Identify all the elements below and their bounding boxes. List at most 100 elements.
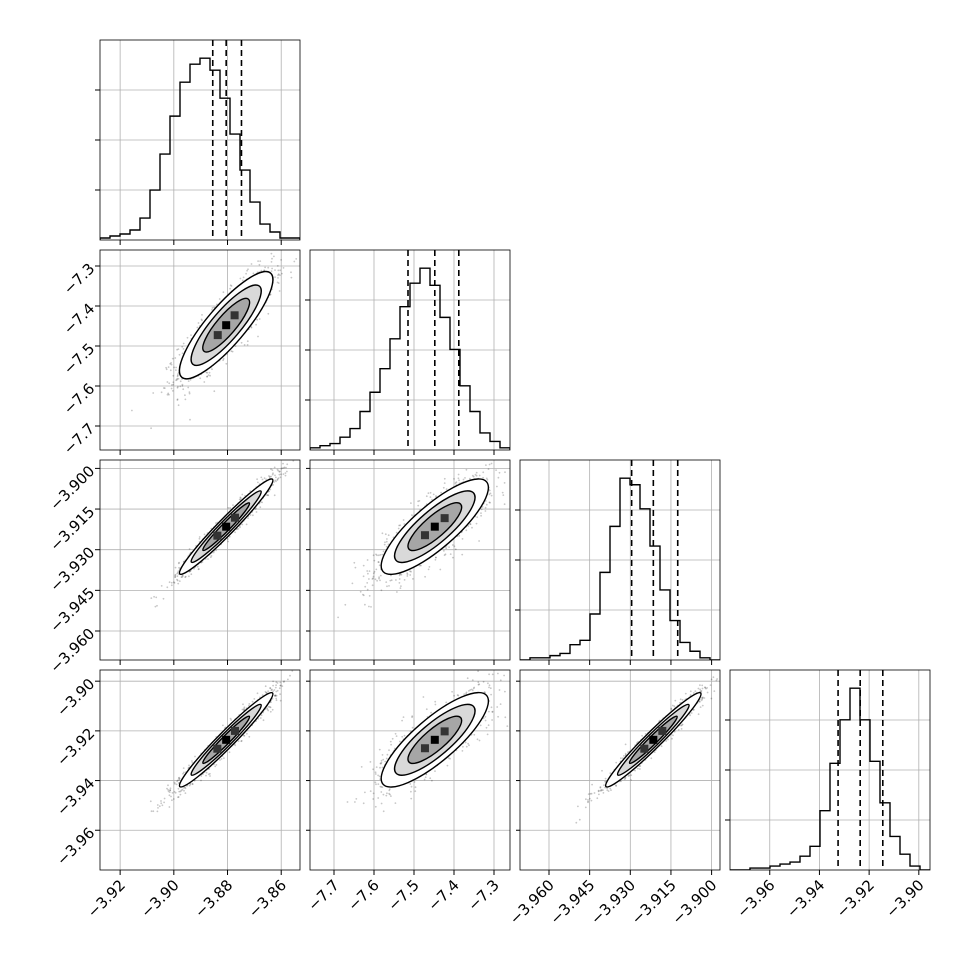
scatter-point bbox=[368, 605, 370, 608]
scatter-point bbox=[207, 558, 209, 560]
scatter-point bbox=[295, 258, 298, 260]
scatter-point bbox=[476, 516, 479, 518]
panel-1-0: −7.3−7.4−7.5−7.6−7.7 bbox=[60, 249, 301, 458]
scatter-point bbox=[452, 556, 454, 559]
scatter-point bbox=[283, 466, 286, 469]
scatter-point bbox=[272, 484, 274, 486]
scatter-point bbox=[483, 451, 485, 453]
scatter-point bbox=[467, 525, 470, 527]
scatter-point bbox=[424, 575, 426, 578]
scatter-point bbox=[284, 474, 287, 477]
scatter-point bbox=[485, 503, 488, 506]
scatter-point bbox=[351, 582, 354, 585]
scatter-point bbox=[264, 685, 267, 688]
scatter-point bbox=[454, 482, 457, 485]
scatter-point bbox=[418, 564, 421, 567]
scatter-point bbox=[274, 269, 276, 271]
scatter-point bbox=[402, 519, 405, 521]
scatter-point bbox=[377, 554, 380, 557]
density-peak bbox=[222, 522, 231, 531]
scatter-point bbox=[271, 473, 274, 476]
scatter-point bbox=[163, 801, 165, 804]
scatter-point bbox=[290, 276, 293, 279]
scatter-point bbox=[153, 595, 155, 598]
scatter-point bbox=[222, 724, 224, 727]
scatter-point bbox=[181, 385, 184, 387]
scatter-point bbox=[487, 468, 490, 470]
scatter-point bbox=[176, 348, 178, 351]
scatter-point bbox=[176, 386, 179, 389]
scatter-point bbox=[203, 533, 206, 536]
scatter-point bbox=[177, 777, 180, 780]
scatter-point bbox=[374, 578, 377, 581]
scatter-point bbox=[176, 572, 179, 575]
scatter-point bbox=[167, 392, 170, 395]
density-peak bbox=[420, 531, 429, 540]
scatter-point bbox=[457, 473, 460, 476]
scatter-point bbox=[171, 799, 173, 802]
scatter-point bbox=[177, 570, 180, 572]
scatter-point bbox=[156, 604, 158, 607]
scatter-point bbox=[465, 468, 468, 471]
scatter-point bbox=[184, 398, 187, 401]
scatter-point bbox=[156, 810, 159, 813]
scatter-point bbox=[270, 252, 273, 255]
density-peak bbox=[230, 311, 239, 320]
panel-2-2 bbox=[515, 459, 721, 665]
scatter-point bbox=[178, 561, 180, 564]
scatter-point bbox=[451, 544, 454, 546]
scatter-point bbox=[230, 285, 233, 287]
scatter-point bbox=[377, 561, 380, 563]
scatter-point bbox=[174, 566, 177, 569]
scatter-point bbox=[274, 694, 277, 697]
scatter-point bbox=[201, 319, 203, 322]
scatter-point bbox=[418, 500, 421, 502]
scatter-point bbox=[196, 326, 199, 329]
scatter-point bbox=[398, 574, 401, 577]
scatter-point bbox=[170, 581, 173, 584]
scatter-point bbox=[247, 517, 249, 519]
scatter-point bbox=[246, 340, 249, 343]
scatter-point bbox=[188, 784, 191, 787]
scatter-point bbox=[190, 573, 193, 576]
scatter-point bbox=[242, 276, 245, 279]
panel-frame bbox=[99, 249, 301, 451]
scatter-point bbox=[354, 566, 357, 569]
scatter-point bbox=[376, 579, 378, 582]
scatter-point bbox=[168, 382, 171, 385]
scatter-point bbox=[243, 707, 245, 710]
scatter-point bbox=[353, 561, 356, 564]
scatter-point bbox=[398, 582, 401, 584]
scatter-point bbox=[222, 357, 225, 360]
scatter-point bbox=[378, 577, 380, 580]
scatter-point bbox=[475, 522, 478, 525]
scatter-point bbox=[260, 269, 263, 272]
scatter-point bbox=[232, 504, 234, 506]
scatter-point bbox=[255, 507, 257, 510]
scatter-point bbox=[266, 494, 269, 497]
scatter-point bbox=[229, 284, 232, 287]
scatter-point bbox=[481, 506, 484, 508]
scatter-point bbox=[439, 568, 442, 571]
scatter-point bbox=[370, 606, 372, 608]
scatter-point bbox=[150, 597, 153, 599]
scatter-point bbox=[385, 581, 388, 583]
scatter-point bbox=[490, 462, 493, 465]
scatter-point bbox=[478, 540, 480, 542]
scatter-point bbox=[193, 567, 195, 570]
scatter-point bbox=[275, 681, 278, 683]
scatter-point bbox=[238, 498, 241, 501]
scatter-point bbox=[269, 293, 272, 296]
scatter-point bbox=[269, 706, 271, 708]
scatter-point bbox=[174, 357, 177, 359]
scatter-point bbox=[259, 260, 262, 262]
scatter-point bbox=[168, 393, 170, 396]
scatter-point bbox=[265, 478, 268, 481]
scatter-point bbox=[388, 585, 390, 587]
panel-frame bbox=[519, 459, 721, 661]
scatter-point bbox=[434, 558, 437, 561]
scatter-point bbox=[175, 369, 177, 371]
panel-2-0: −3.900−3.915−3.930−3.945−3.960 bbox=[46, 459, 301, 677]
scatter-point bbox=[368, 578, 370, 580]
